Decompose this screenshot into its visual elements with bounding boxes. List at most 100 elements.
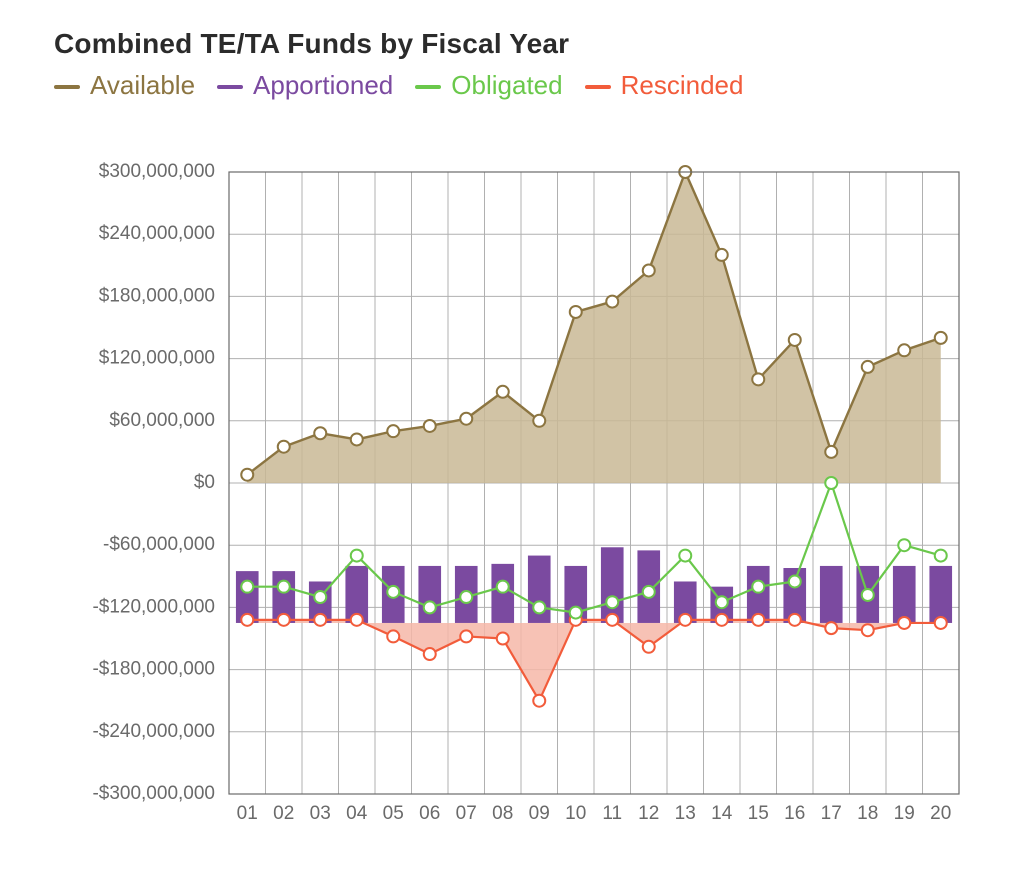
obligated-marker [679,550,691,562]
y-tick-label: -$120,000,000 [92,596,215,617]
x-tick-label: 11 [602,803,622,824]
legend-label-apportioned: Apportioned [253,70,393,101]
apportioned-bar [601,547,624,623]
apportioned-bar [820,566,843,623]
x-tick-label: 06 [419,803,440,824]
legend-label-obligated: Obligated [451,70,562,101]
obligated-marker [825,477,837,489]
x-tick-label: 07 [456,803,477,824]
legend-swatch-rescinded [585,85,611,89]
obligated-marker [898,539,910,551]
rescinded-marker [497,633,509,645]
y-tick-label: $180,000,000 [99,285,215,306]
available-marker [752,373,764,385]
obligated-marker [716,596,728,608]
available-marker [643,264,655,276]
available-marker [606,296,618,308]
obligated-marker [643,586,655,598]
rescinded-marker [716,614,728,626]
rescinded-marker [935,617,947,629]
y-tick-label: -$240,000,000 [92,721,215,742]
obligated-marker [314,591,326,603]
x-tick-label: 09 [529,803,550,824]
x-tick-label: 05 [383,803,404,824]
chart-area: $300,000,000$240,000,000$180,000,000$120… [54,157,984,837]
obligated-marker [460,591,472,603]
x-tick-label: 10 [565,803,586,824]
available-marker [351,433,363,445]
y-tick-label: -$180,000,000 [92,659,215,680]
rescinded-marker [241,614,253,626]
legend-label-available: Available [90,70,195,101]
rescinded-marker [862,624,874,636]
rescinded-marker [606,614,618,626]
x-tick-label: 04 [346,803,368,824]
y-tick-label: -$60,000,000 [103,534,215,555]
available-marker [935,332,947,344]
rescinded-marker [898,617,910,629]
obligated-marker [570,607,582,619]
obligated-marker [752,581,764,593]
rescinded-marker [351,614,363,626]
x-tick-label: 16 [784,803,805,824]
rescinded-marker [825,622,837,634]
x-tick-label: 13 [675,803,696,824]
legend-item-apportioned: Apportioned [217,70,393,101]
x-tick-label: 02 [273,803,294,824]
available-marker [241,469,253,481]
available-marker [314,427,326,439]
obligated-marker [533,601,545,613]
obligated-marker [606,596,618,608]
available-marker [497,386,509,398]
chart-title: Combined TE/TA Funds by Fiscal Year [54,28,984,60]
available-marker [789,334,801,346]
rescinded-marker [789,614,801,626]
legend-swatch-obligated [415,85,441,89]
available-marker [570,306,582,318]
rescinded-marker [533,695,545,707]
rescinded-marker [643,641,655,653]
chart-svg: $300,000,000$240,000,000$180,000,000$120… [54,157,974,837]
obligated-marker [935,550,947,562]
y-tick-label: $0 [194,472,215,493]
legend-item-available: Available [54,70,195,101]
y-tick-label: $240,000,000 [99,223,215,244]
obligated-marker [351,550,363,562]
rescinded-marker [752,614,764,626]
y-tick-label: $300,000,000 [99,161,215,182]
x-tick-label: 14 [711,803,733,824]
legend-swatch-available [54,85,80,89]
x-tick-label: 12 [638,803,659,824]
x-tick-label: 19 [894,803,915,824]
available-marker [278,441,290,453]
legend-label-rescinded: Rescinded [621,70,744,101]
legend-item-obligated: Obligated [415,70,562,101]
rescinded-marker [387,630,399,642]
available-marker [862,361,874,373]
obligated-marker [424,601,436,613]
legend: Available Apportioned Obligated Rescinde… [54,70,984,101]
obligated-marker [497,581,509,593]
available-marker [825,446,837,458]
legend-item-rescinded: Rescinded [585,70,744,101]
obligated-marker [241,581,253,593]
available-marker [387,425,399,437]
obligated-marker [387,586,399,598]
x-tick-label: 20 [930,803,951,824]
available-marker [533,415,545,427]
apportioned-bar [893,566,916,623]
x-tick-label: 08 [492,803,513,824]
y-tick-label: -$300,000,000 [92,783,215,804]
rescinded-marker [424,648,436,660]
rescinded-marker [278,614,290,626]
x-tick-label: 01 [237,803,258,824]
obligated-marker [278,581,290,593]
rescinded-marker [314,614,326,626]
available-marker [716,249,728,261]
obligated-marker [789,575,801,587]
rescinded-marker [679,614,691,626]
rescinded-marker [460,630,472,642]
obligated-marker [862,589,874,601]
x-tick-label: 15 [748,803,769,824]
available-marker [460,413,472,425]
